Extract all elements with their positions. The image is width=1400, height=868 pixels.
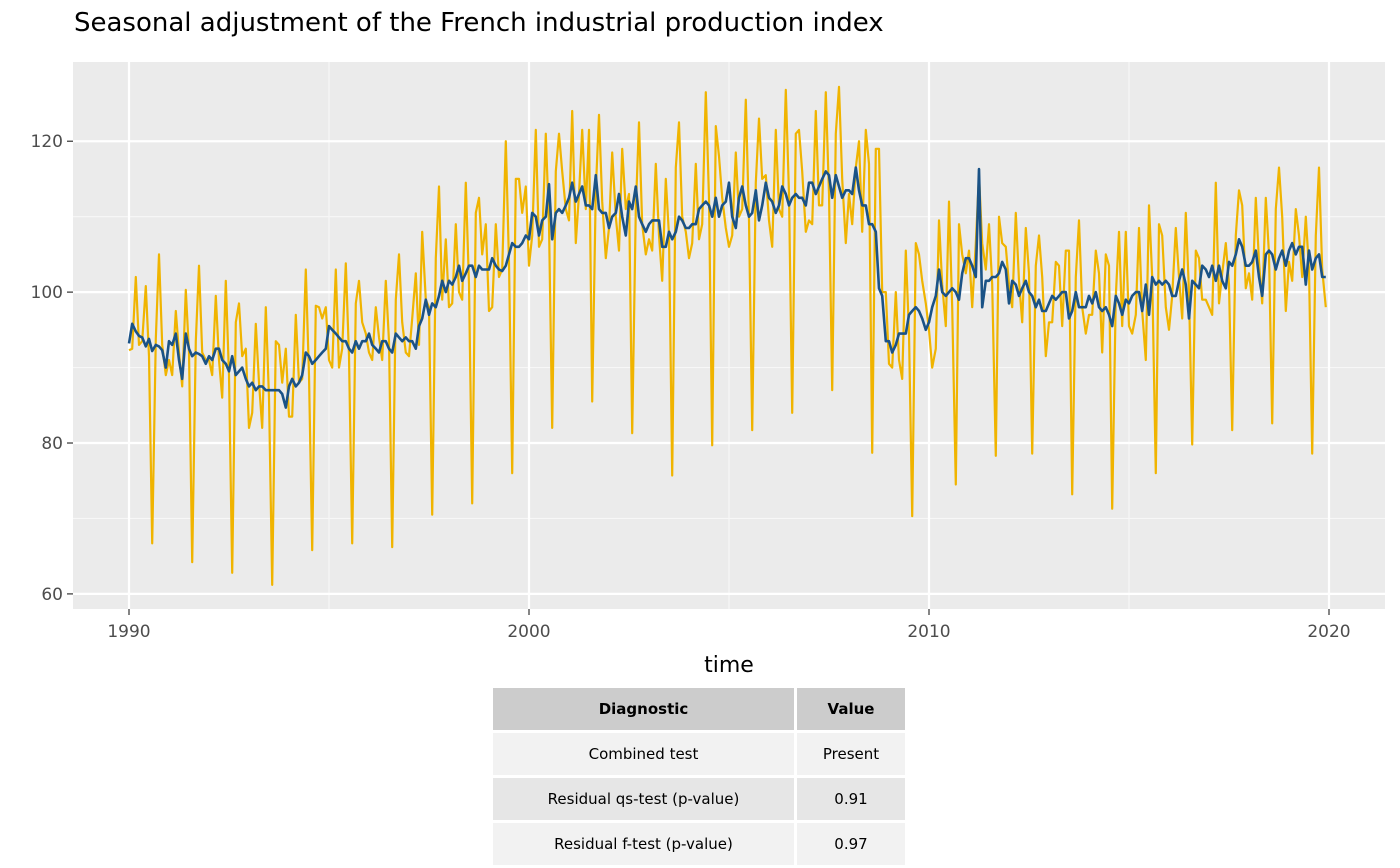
x-tick-label: 1990 bbox=[107, 622, 150, 642]
diagnostic-value: 0.91 bbox=[797, 778, 905, 820]
column-header-diagnostic: Diagnostic bbox=[493, 688, 794, 730]
diagnostic-label: Combined test bbox=[493, 733, 794, 775]
x-tick-label: 2020 bbox=[1307, 622, 1350, 642]
table-row: Residual f-test (p-value) 0.97 bbox=[493, 823, 905, 865]
series-line-raw bbox=[128, 85, 1327, 587]
series-layer bbox=[127, 85, 1327, 587]
grid-minor bbox=[73, 62, 1385, 609]
diagnostics-table: Diagnostic Value Combined test Present R… bbox=[490, 685, 908, 868]
y-axis: 60 80 100 120 bbox=[31, 132, 73, 605]
diagnostic-label: Residual f-test (p-value) bbox=[493, 823, 794, 865]
table-row: Residual qs-test (p-value) 0.91 bbox=[493, 778, 905, 820]
x-tick-label: 2000 bbox=[507, 622, 550, 642]
x-axis-label: time bbox=[704, 653, 754, 678]
table-row: Combined test Present bbox=[493, 733, 905, 775]
diagnostic-value: Present bbox=[797, 733, 905, 775]
column-header-value: Value bbox=[797, 688, 905, 730]
series-line-sa bbox=[127, 166, 1326, 409]
diagnostic-label: Residual qs-test (p-value) bbox=[493, 778, 794, 820]
x-tick-label: 2010 bbox=[907, 622, 950, 642]
y-tick-label: 60 bbox=[41, 585, 63, 605]
x-axis: 1990 2000 2010 2020 bbox=[107, 609, 1351, 642]
table-header-row: Diagnostic Value bbox=[493, 688, 905, 730]
y-tick-label: 120 bbox=[31, 132, 63, 152]
diagnostic-value: 0.97 bbox=[797, 823, 905, 865]
y-tick-label: 100 bbox=[31, 283, 63, 303]
chart-title: Seasonal adjustment of the French indust… bbox=[74, 8, 884, 38]
y-tick-label: 80 bbox=[41, 434, 63, 454]
